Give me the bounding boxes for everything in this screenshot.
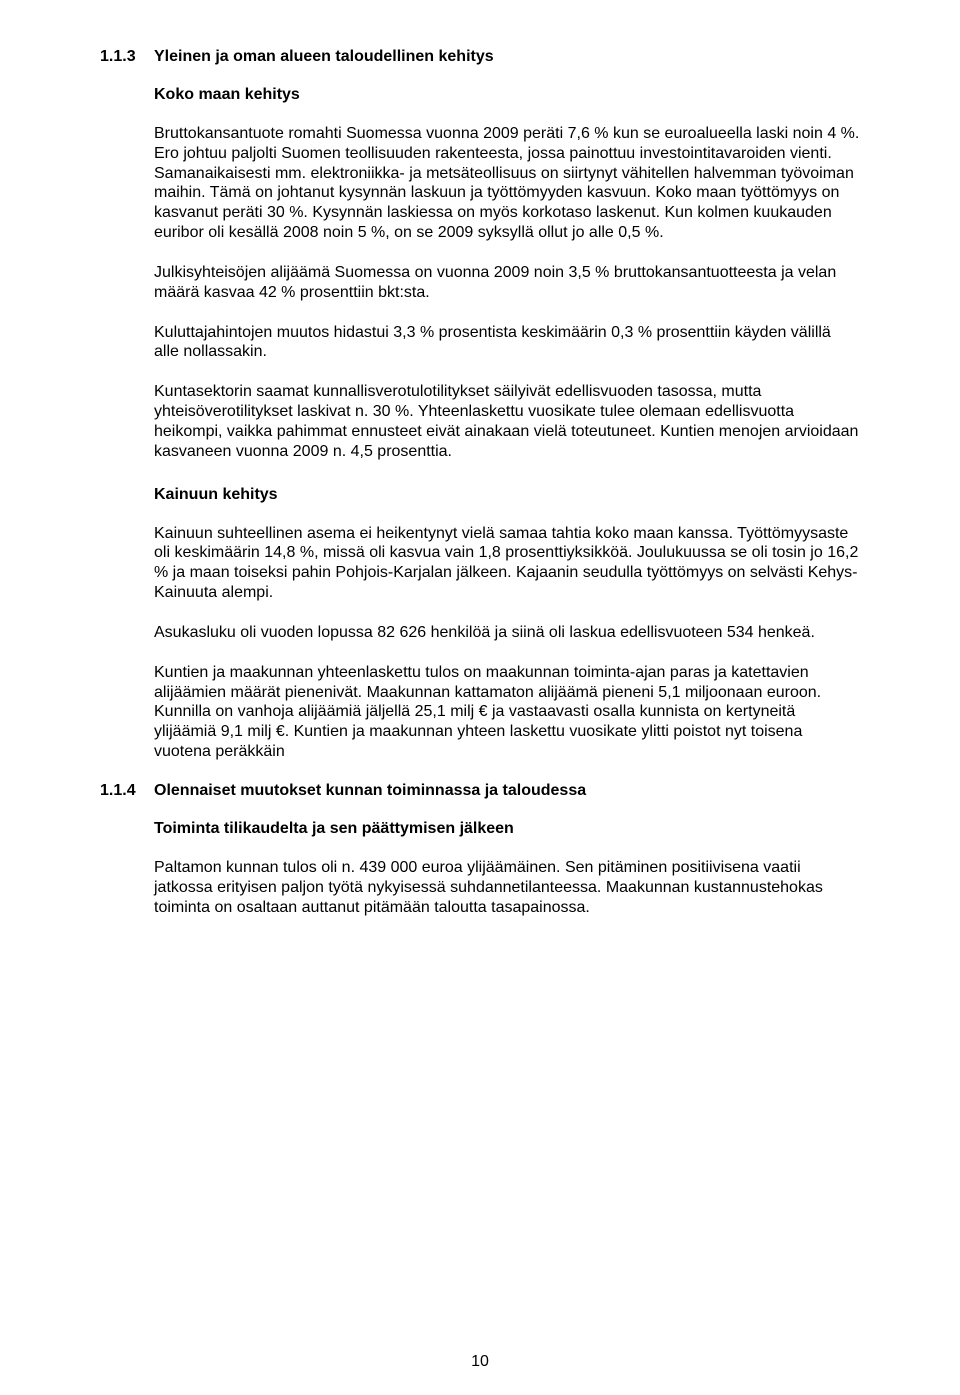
paragraph: Asukasluku oli vuoden lopussa 82 626 hen… xyxy=(154,623,860,643)
section-1-1-3-heading: 1.1.3 Yleinen ja oman alueen taloudellin… xyxy=(100,48,860,66)
section-title: Olennaiset muutokset kunnan toiminnassa … xyxy=(154,782,586,800)
paragraph: Julkisyhteisöjen alijäämä Suomessa on vu… xyxy=(154,263,860,303)
section-number: 1.1.4 xyxy=(100,782,154,800)
paragraph: Kuntasektorin saamat kunnallisverotuloti… xyxy=(154,382,860,461)
subheading-kainuu: Kainuun kehitys xyxy=(154,486,860,504)
page-number: 10 xyxy=(0,1353,960,1371)
section-title: Yleinen ja oman alueen taloudellinen keh… xyxy=(154,48,494,66)
section-1-1-4-body: Toiminta tilikaudelta ja sen päättymisen… xyxy=(154,820,860,917)
paragraph: Paltamon kunnan tulos oli n. 439 000 eur… xyxy=(154,858,860,917)
subheading-operations: Toiminta tilikaudelta ja sen päättymisen… xyxy=(154,820,860,838)
paragraph: Kainuun suhteellinen asema ei heikentyny… xyxy=(154,524,860,603)
section-1-1-3-body: Koko maan kehitys Bruttokansantuote roma… xyxy=(154,86,860,762)
paragraph: Kuntien ja maakunnan yhteenlaskettu tulo… xyxy=(154,663,860,762)
section-1-1-4-heading: 1.1.4 Olennaiset muutokset kunnan toimin… xyxy=(100,782,860,800)
paragraph: Bruttokansantuote romahti Suomessa vuonn… xyxy=(154,124,860,243)
section-number: 1.1.3 xyxy=(100,48,154,66)
paragraph: Kuluttajahintojen muutos hidastui 3,3 % … xyxy=(154,323,860,363)
subheading-whole-country: Koko maan kehitys xyxy=(154,86,860,104)
